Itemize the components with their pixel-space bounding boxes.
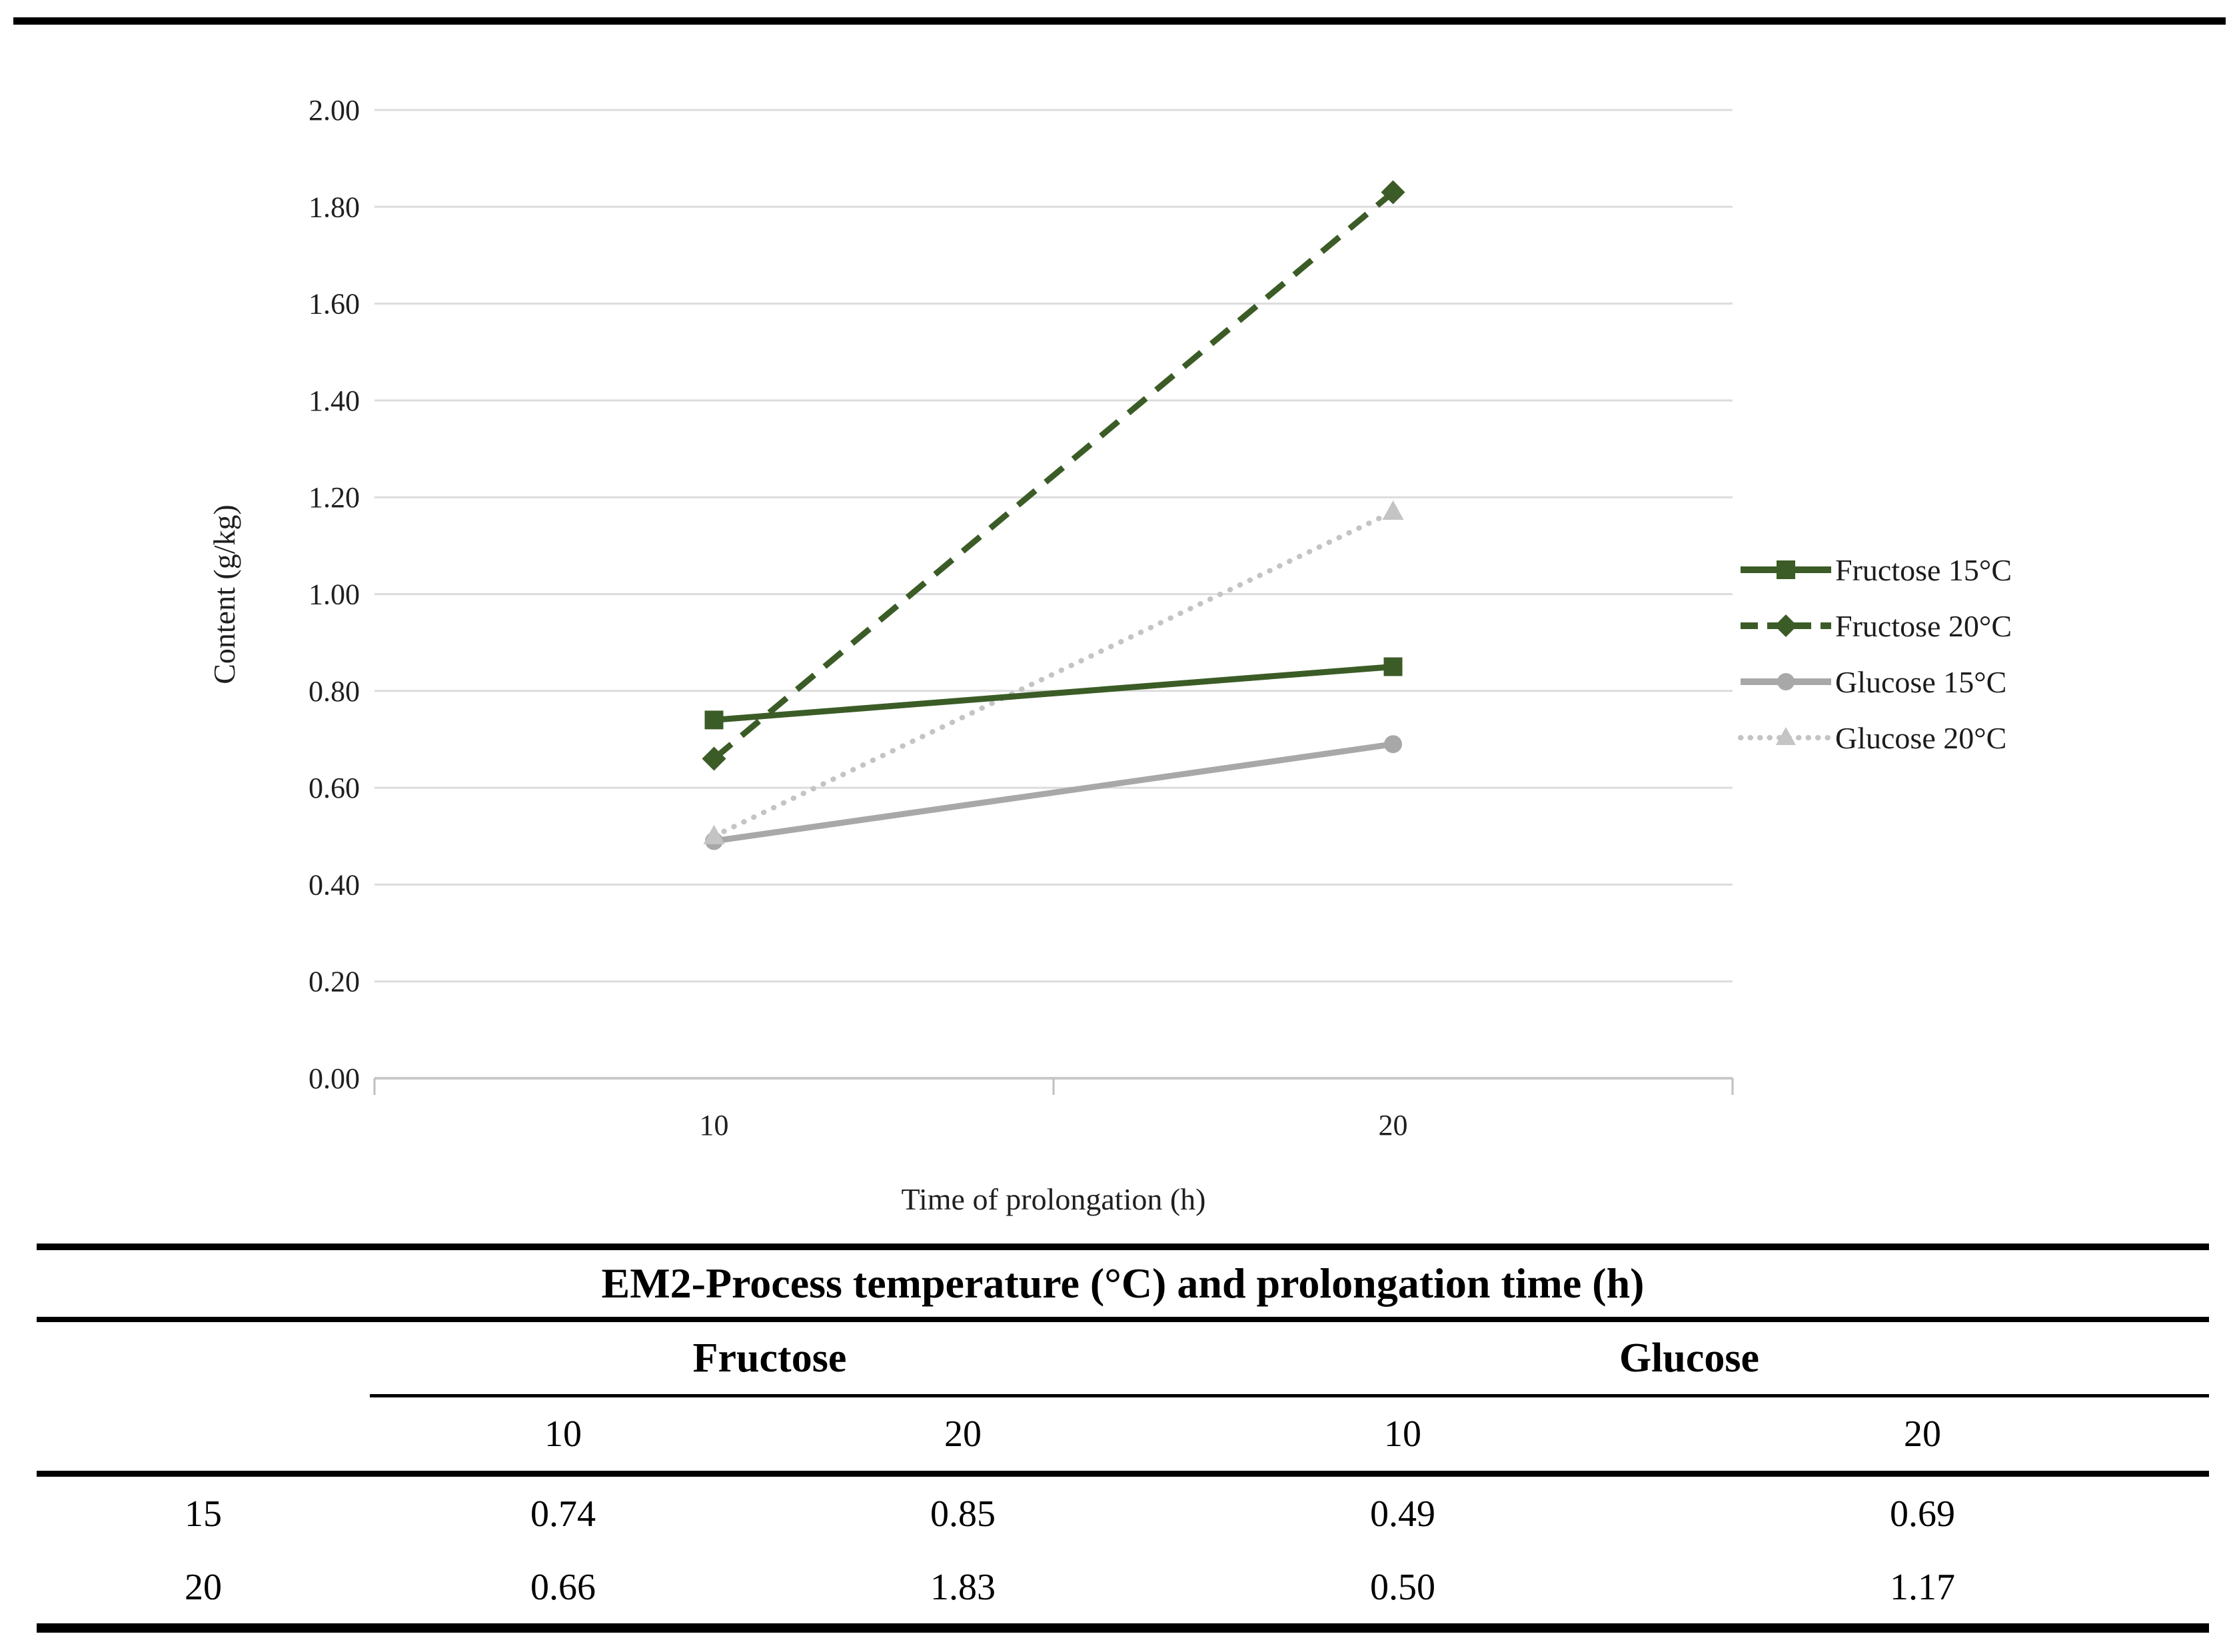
table-group-header-row: Fructose Glucose bbox=[37, 1319, 2210, 1397]
row-label-20: 20 bbox=[37, 1551, 370, 1633]
table-subheader-row: 10 20 10 20 bbox=[37, 1395, 2210, 1477]
cell-15-fructose-20h: 0.85 bbox=[930, 1493, 996, 1535]
legend-label-fructose-15c: Fructose 15°C bbox=[1835, 553, 2012, 587]
cell-20-glucose-20h: 1.17 bbox=[1636, 1551, 2210, 1633]
table-title-row: EM2-Process temperature (°C) and prolong… bbox=[37, 1243, 2210, 1322]
cell-15-glucose-10h: 0.49 bbox=[1370, 1493, 1435, 1535]
legend-marker-glucose-15c bbox=[1777, 673, 1795, 690]
legend-item-glucose-15c: Glucose 15°C bbox=[1741, 665, 2006, 699]
y-tick-label: 1.00 bbox=[309, 578, 360, 611]
subheader-glucose-20h: 20 bbox=[1636, 1395, 2210, 1477]
y-tick-label: 0.20 bbox=[309, 966, 360, 998]
y-tick-label: 0.40 bbox=[309, 868, 360, 901]
cell-20-fructose-10h: 0.66 bbox=[370, 1551, 756, 1633]
y-tick-label: 1.60 bbox=[309, 288, 360, 321]
table-corner-cell bbox=[37, 1319, 370, 1396]
series-marker-glucose-20c bbox=[1382, 500, 1404, 520]
x-tick-label: 20 bbox=[1379, 1109, 1408, 1142]
series-line-glucose-20c bbox=[711, 508, 1396, 839]
subheader-glucose-10h: 10 bbox=[1169, 1395, 1636, 1477]
legend-label-glucose-15c: Glucose 15°C bbox=[1835, 665, 2006, 699]
y-tick-label: 2.00 bbox=[309, 94, 360, 127]
legend-marker-glucose-20c bbox=[1776, 727, 1796, 745]
table-row-20c: 20 0.66 1.83 0.50 1.17 bbox=[37, 1551, 2210, 1633]
series-marker-fructose-20c bbox=[702, 746, 726, 771]
y-tick-label: 1.20 bbox=[309, 481, 360, 514]
series-marker-fructose-15c bbox=[1383, 657, 1403, 676]
series-marker-fructose-15c bbox=[704, 710, 724, 730]
y-axis-title: Content (g/kg) bbox=[207, 504, 241, 684]
y-tick-label: 1.80 bbox=[309, 191, 360, 223]
cell-15-fructose-10h: 0.74 bbox=[530, 1493, 596, 1535]
cell-20-glucose-10h: 0.50 bbox=[1169, 1551, 1636, 1633]
y-tick-label: 0.00 bbox=[309, 1062, 360, 1095]
table-row-15c: 15 0.74 0.85 0.49 0.69 bbox=[37, 1474, 2209, 1552]
series-line-fructose-15c bbox=[714, 663, 1393, 723]
group-header-fructose: Fructose bbox=[370, 1319, 1169, 1397]
x-tick-label: 10 bbox=[700, 1109, 729, 1142]
subheader-fructose-20h: 20 bbox=[756, 1395, 1169, 1477]
legend-marker-fructose-20c bbox=[1775, 614, 1797, 637]
series-line-glucose-15c bbox=[713, 741, 1394, 844]
legend-item-glucose-20c: Glucose 20°C bbox=[1738, 721, 2006, 755]
series-marker-glucose-20c bbox=[703, 824, 725, 844]
cell-20-fructose-20h: 1.83 bbox=[756, 1551, 1169, 1633]
line-chart: 0.00 0.20 0.40 0.60 0.80 1.00 1.20 1.40 1.60 1.80… bbox=[207, 94, 2012, 1216]
series-line-fructose-20c bbox=[712, 190, 1395, 761]
legend-label-glucose-20c: Glucose 20°C bbox=[1835, 721, 2006, 755]
series-marker-glucose-15c bbox=[1384, 735, 1402, 754]
x-axis-title: Time of prolongation (h) bbox=[902, 1182, 1206, 1216]
legend-marker-fructose-15c bbox=[1777, 560, 1795, 579]
row-label-15: 15 bbox=[185, 1493, 222, 1535]
y-tick-label: 1.40 bbox=[309, 385, 360, 417]
legend-item-fructose-15c: Fructose 15°C bbox=[1741, 553, 2012, 587]
table-title: EM2-Process temperature (°C) and prolong… bbox=[37, 1243, 2210, 1322]
legend-label-fructose-20c: Fructose 20°C bbox=[1835, 609, 2012, 643]
subheader-empty-cell bbox=[37, 1395, 370, 1477]
legend-item-fructose-20c: Fructose 20°C bbox=[1741, 609, 2012, 643]
cell-15-glucose-20h: 0.69 bbox=[1890, 1493, 1955, 1535]
data-table: EM2-Process temperature (°C) and prolong… bbox=[37, 1243, 2210, 1633]
y-tick-label: 0.80 bbox=[309, 675, 360, 708]
y-tick-label: 0.60 bbox=[309, 772, 360, 804]
group-header-glucose: Glucose bbox=[1169, 1319, 2210, 1397]
page-top-rule bbox=[13, 17, 2226, 25]
subheader-fructose-10h: 10 bbox=[370, 1395, 756, 1477]
series-marker-fructose-20c bbox=[1381, 180, 1405, 205]
